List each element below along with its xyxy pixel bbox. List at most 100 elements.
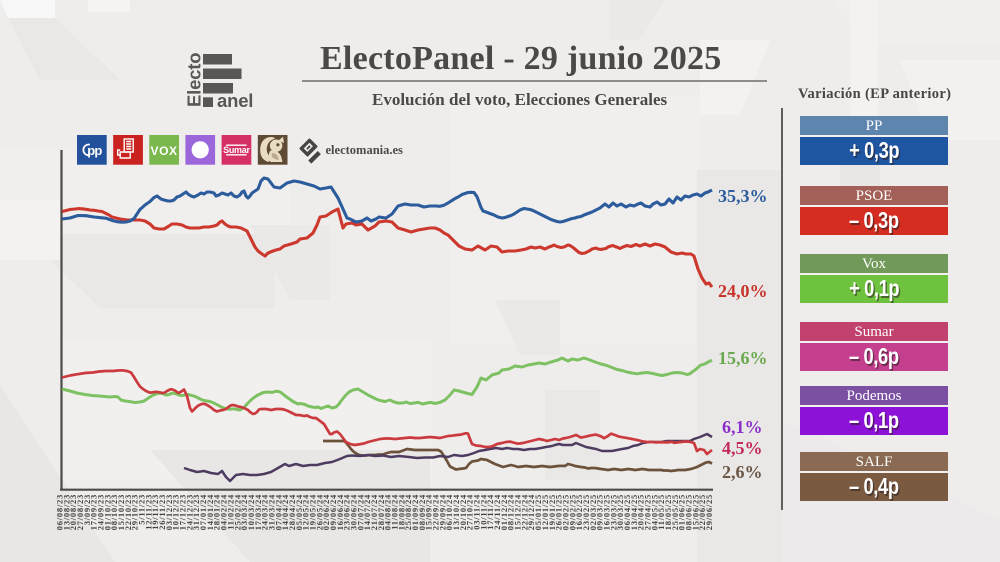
svg-text:15,6%: 15,6% [718, 348, 768, 368]
svg-text:24/03/24: 24/03/24 [260, 494, 270, 530]
svg-text:13/10/24: 13/10/24 [451, 494, 461, 530]
svg-text:04/02/24: 04/02/24 [219, 494, 229, 530]
svg-text:10/12/23: 10/12/23 [171, 494, 181, 530]
svg-text:01/09/24: 01/09/24 [410, 494, 420, 530]
svg-text:29/10/23: 29/10/23 [130, 494, 140, 530]
svg-text:25/02/24: 25/02/24 [232, 494, 242, 530]
svg-text:2,6%: 2,6% [722, 462, 763, 482]
svg-text:22/06/25: 22/06/25 [697, 494, 707, 530]
svg-text:16/03/25: 16/03/25 [601, 494, 611, 530]
svg-text:Electo: Electo [184, 53, 205, 107]
svg-text:5/11/23: 5/11/23 [137, 494, 147, 525]
svg-text:14/07/24: 14/07/24 [362, 494, 372, 530]
svg-text:06/08/23: 06/08/23 [55, 494, 65, 530]
svg-text:13/04/25: 13/04/25 [629, 494, 639, 530]
svg-text:18/08/24: 18/08/24 [396, 494, 406, 530]
svg-text:6,1%: 6,1% [722, 417, 763, 437]
svg-text:pp: pp [87, 143, 102, 158]
svg-text:25/08/24: 25/08/24 [403, 494, 413, 530]
svg-text:13/08/23: 13/08/23 [61, 494, 71, 530]
svg-text:20/04/25: 20/04/25 [636, 494, 646, 530]
svg-text:25/05/25: 25/05/25 [670, 494, 680, 530]
svg-text:19/11/23: 19/11/23 [150, 494, 160, 530]
svg-text:09/06/24: 09/06/24 [328, 494, 338, 530]
svg-text:15/10/23: 15/10/23 [116, 494, 126, 530]
svg-text:02/02/25: 02/02/25 [560, 494, 570, 530]
svg-text:28/04/24: 28/04/24 [287, 494, 297, 530]
svg-text:07/07/24: 07/07/24 [355, 494, 365, 530]
svg-text:28/01/24: 28/01/24 [212, 494, 222, 530]
svg-text:27/04/25: 27/04/25 [643, 494, 653, 530]
svg-text:23/06/24: 23/06/24 [342, 494, 352, 530]
svg-text:16/02/25: 16/02/25 [574, 494, 584, 530]
svg-text:17/12/23: 17/12/23 [178, 494, 188, 530]
svg-text:16/06/24: 16/06/24 [335, 494, 345, 530]
svg-text:11/02/24: 11/02/24 [225, 494, 235, 530]
svg-text:04/05/25: 04/05/25 [649, 494, 659, 530]
svg-text:29/09/24: 29/09/24 [437, 494, 447, 530]
svg-text:17/11/24: 17/11/24 [485, 494, 495, 530]
svg-text:06/10/24: 06/10/24 [444, 494, 454, 530]
svg-text:11/08/24: 11/08/24 [390, 494, 400, 530]
svg-text:07/01/24: 07/01/24 [198, 494, 208, 530]
svg-text:20/10/24: 20/10/24 [458, 494, 468, 530]
svg-text:24/09/23: 24/09/23 [96, 494, 106, 530]
svg-text:23/02/25: 23/02/25 [581, 494, 591, 530]
svg-text:05/05/24: 05/05/24 [294, 494, 304, 530]
svg-text:19/01/25: 19/01/25 [547, 494, 557, 530]
svg-text:03/03/24: 03/03/24 [239, 494, 249, 530]
svg-text:30/06/24: 30/06/24 [349, 494, 359, 530]
svg-text:09/02/25: 09/02/25 [567, 494, 577, 530]
svg-text:12/11/23: 12/11/23 [143, 494, 153, 530]
svg-text:29/12/24: 29/12/24 [526, 494, 536, 530]
svg-text:10/03/24: 10/03/24 [246, 494, 256, 530]
svg-text:11/05/25: 11/05/25 [656, 494, 666, 530]
svg-text:20/08/23: 20/08/23 [68, 494, 78, 530]
svg-text:06/04/25: 06/04/25 [622, 494, 632, 530]
svg-text:24,0%: 24,0% [718, 281, 768, 301]
svg-text:26/11/23: 26/11/23 [157, 494, 167, 530]
svg-text:15/12/24: 15/12/24 [513, 494, 523, 530]
svg-text:Sumar: Sumar [223, 145, 250, 155]
svg-text:27/08/23: 27/08/23 [75, 494, 85, 530]
svg-text:18/05/25: 18/05/25 [663, 494, 673, 530]
svg-text:14/04/24: 14/04/24 [280, 494, 290, 530]
svg-text:26/01/25: 26/01/25 [554, 494, 564, 530]
svg-text:30/03/25: 30/03/25 [615, 494, 625, 530]
svg-text:02/03/25: 02/03/25 [588, 494, 598, 530]
svg-text:28/07/24: 28/07/24 [376, 494, 386, 530]
svg-text:anel: anel [217, 90, 253, 111]
svg-text:24/12/23: 24/12/23 [184, 494, 194, 530]
svg-text:26/05/24: 26/05/24 [314, 494, 324, 530]
svg-text:07/04/24: 07/04/24 [273, 494, 283, 530]
svg-text:35,3%: 35,3% [718, 186, 768, 206]
svg-text:19/05/24: 19/05/24 [308, 494, 318, 530]
svg-text:01/10/23: 01/10/23 [102, 494, 112, 530]
svg-text:12/01/25: 12/01/25 [540, 494, 550, 530]
svg-text:4,5%: 4,5% [722, 438, 763, 458]
svg-text:17/09/23: 17/09/23 [89, 494, 99, 530]
svg-text:15/06/25: 15/06/25 [690, 494, 700, 530]
svg-text:03/11/24: 03/11/24 [472, 494, 482, 530]
svg-text:23/03/25: 23/03/25 [608, 494, 618, 530]
svg-text:22/10/23: 22/10/23 [123, 494, 133, 530]
svg-text:05/01/25: 05/01/25 [533, 494, 543, 530]
svg-text:21/07/24: 21/07/24 [369, 494, 379, 530]
svg-text:12/05/24: 12/05/24 [301, 494, 311, 530]
svg-text:31/12/23: 31/12/23 [191, 494, 201, 530]
svg-text:22/12/24: 22/12/24 [519, 494, 529, 530]
svg-text:27/10/24: 27/10/24 [465, 494, 475, 530]
svg-text:29/06/25: 29/06/25 [704, 494, 714, 530]
svg-text:14/01/24: 14/01/24 [205, 494, 215, 530]
svg-text:08/09/24: 08/09/24 [417, 494, 427, 530]
svg-text:04/08/24: 04/08/24 [383, 494, 393, 530]
svg-text:3/09/23: 3/09/23 [82, 494, 92, 525]
svg-text:22/09/24: 22/09/24 [431, 494, 441, 530]
svg-text:24/11/24: 24/11/24 [492, 494, 502, 530]
svg-text:31/03/24: 31/03/24 [266, 494, 276, 530]
svg-text:VOX: VOX [151, 144, 178, 158]
svg-text:01/12/24: 01/12/24 [499, 494, 509, 530]
svg-text:08/12/24: 08/12/24 [506, 494, 516, 530]
svg-text:17/03/24: 17/03/24 [253, 494, 263, 530]
svg-text:03/12/23: 03/12/23 [164, 494, 174, 530]
